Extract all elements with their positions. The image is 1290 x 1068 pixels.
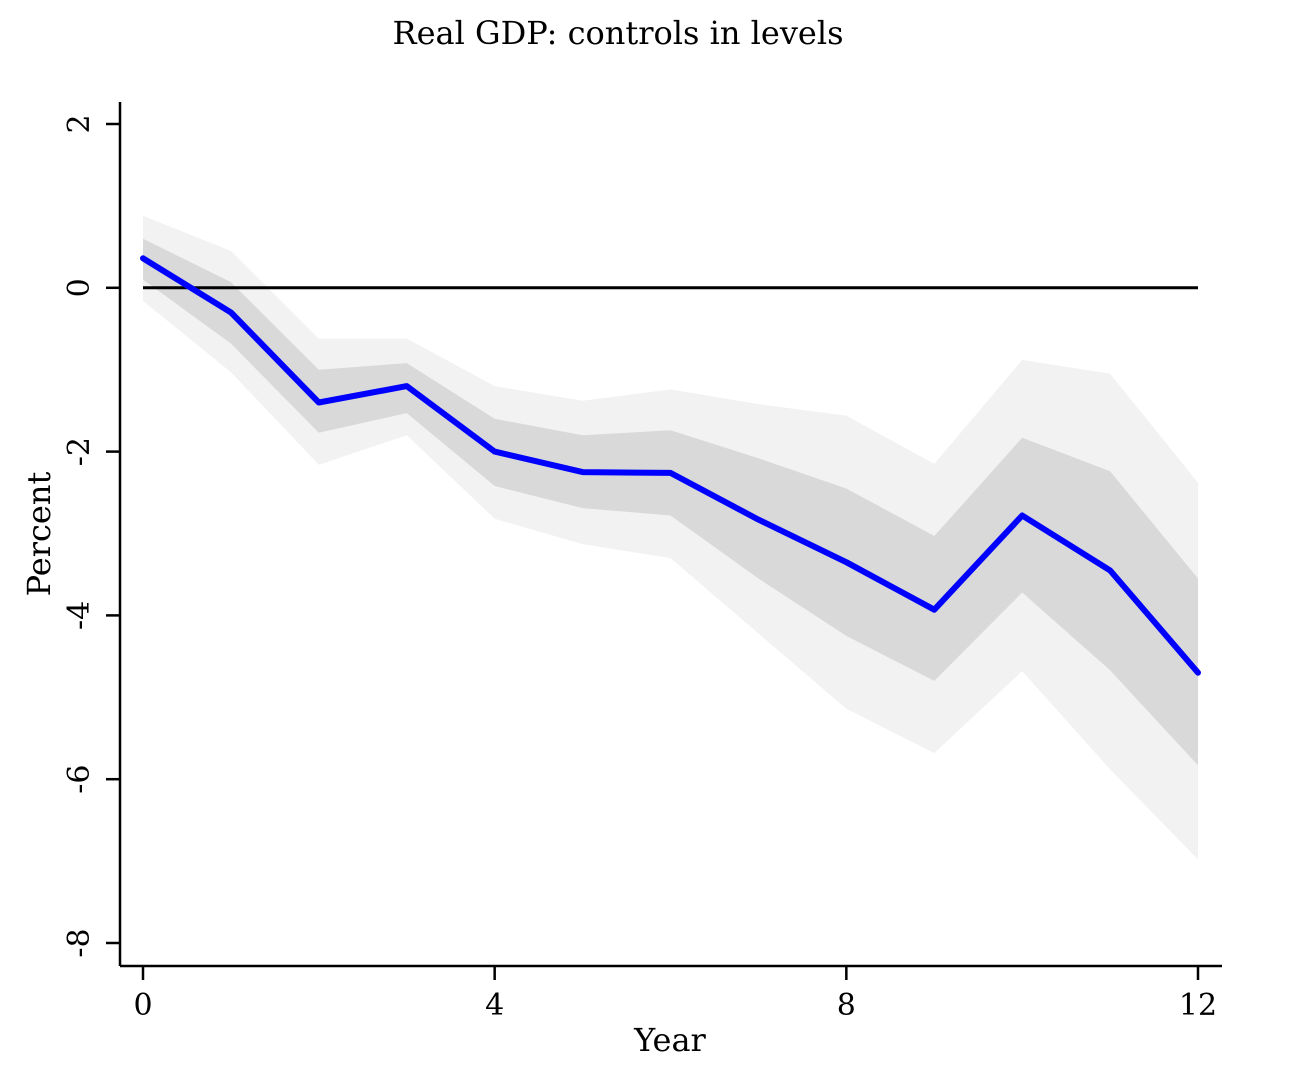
y-axis: 2 0 -2 -4 -6 -8	[62, 102, 122, 966]
series-line-0	[140, 255, 1201, 676]
x-axis: 0 4 8 12	[120, 964, 1222, 1023]
y-axis-title: Percent	[20, 472, 58, 597]
y-tick-label: -8	[62, 928, 97, 957]
y-tick-label: 0	[62, 278, 97, 297]
chart-title: Real GDP: controls in levels	[393, 14, 844, 52]
plot-area	[140, 215, 1201, 860]
y-axis-ticks: 2 0 -2 -4 -6 -8	[62, 114, 120, 958]
x-axis-title: Year	[633, 1021, 706, 1059]
y-tick-label: -2	[62, 437, 97, 466]
x-tick-label: 8	[837, 988, 856, 1023]
y-tick-label: -6	[62, 765, 97, 794]
x-tick-label: 4	[485, 988, 504, 1023]
x-axis-ticks: 0 4 8 12	[133, 966, 1217, 1023]
y-tick-label: 2	[62, 114, 97, 133]
series-lines	[140, 255, 1201, 676]
x-tick-label: 0	[133, 988, 152, 1023]
y-tick-label: -4	[62, 601, 97, 630]
confidence-bands	[143, 215, 1198, 860]
x-tick-label: 12	[1179, 988, 1217, 1023]
confidence-band-inner	[143, 238, 1198, 766]
